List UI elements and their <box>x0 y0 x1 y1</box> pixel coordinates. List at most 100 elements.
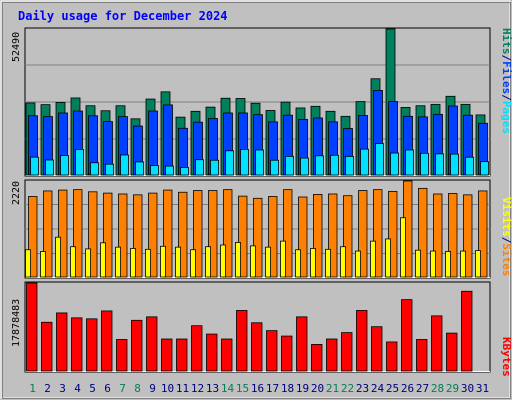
sites-bar <box>133 194 143 278</box>
sites-bar <box>463 194 473 278</box>
day-label: 5 <box>89 382 96 395</box>
sites-bar <box>388 190 398 278</box>
kbytes-bar <box>386 341 398 372</box>
legend-item: Sites <box>500 243 512 276</box>
pages-bar <box>300 157 309 176</box>
visits-bar <box>310 248 316 278</box>
sites-bar <box>283 189 293 278</box>
kbytes-bar <box>206 333 218 372</box>
pages-bar <box>360 148 369 176</box>
sites-bar <box>58 189 68 278</box>
pages-bar <box>405 149 414 176</box>
visits-sites-panel <box>24 179 491 279</box>
legend-item: Visits <box>500 197 512 237</box>
visits-bar <box>400 217 406 278</box>
pages-bar <box>465 156 474 176</box>
visits-bar <box>220 244 226 278</box>
sites-bar <box>118 193 128 278</box>
sites-bar <box>28 196 38 278</box>
sites-bar <box>268 196 278 278</box>
day-label: 20 <box>311 382 324 395</box>
kbytes-bar <box>221 338 233 372</box>
panel1-ymax-label: 52490 <box>11 32 22 62</box>
visits-bar <box>295 249 301 278</box>
day-label: 23 <box>356 382 369 395</box>
day-label: 29 <box>446 382 459 395</box>
kbytes-bar <box>371 326 383 372</box>
pages-bar <box>75 149 84 176</box>
pages-bar <box>150 165 159 176</box>
sites-bar <box>163 189 173 278</box>
visits-bar <box>475 250 481 278</box>
kbytes-bar <box>56 312 68 372</box>
kbytes-bar <box>266 330 278 372</box>
kbytes-bar <box>191 325 203 372</box>
visits-bar <box>100 242 106 278</box>
sites-bar <box>178 191 188 278</box>
day-label: 25 <box>386 382 399 395</box>
pages-bar <box>195 159 204 176</box>
kbytes-bar <box>356 310 368 372</box>
pages-bar <box>480 161 489 176</box>
kbytes-bar <box>341 332 353 372</box>
sites-bar <box>238 195 248 278</box>
kbytes-bar <box>131 319 143 372</box>
day-label: 13 <box>206 382 219 395</box>
visits-bar <box>415 249 421 278</box>
visits-bar <box>445 251 451 278</box>
visits-bar <box>145 248 151 278</box>
sites-bar <box>373 189 383 278</box>
sites-bar <box>148 192 158 278</box>
pages-bar <box>30 156 39 176</box>
day-label: 22 <box>341 382 354 395</box>
visits-bar <box>115 246 121 278</box>
day-label: 3 <box>59 382 66 395</box>
visits-bar <box>160 245 166 278</box>
visits-bar <box>340 246 346 278</box>
sites-bar <box>253 197 263 278</box>
day-label: 1 <box>29 382 36 395</box>
panel3-legend: KBytes <box>500 337 512 377</box>
visits-bar <box>355 250 361 278</box>
kbytes-bar <box>26 282 38 372</box>
pages-bar <box>120 154 129 176</box>
sites-bar <box>478 190 488 278</box>
day-label: 7 <box>119 382 126 395</box>
sites-bar <box>193 190 203 278</box>
pages-bar <box>435 153 444 176</box>
visits-bar <box>385 238 391 278</box>
day-label: 17 <box>266 382 279 395</box>
pages-bar <box>345 155 354 176</box>
sites-bar <box>313 194 323 278</box>
kbytes-bar <box>236 310 248 372</box>
legend-item: / <box>500 237 512 244</box>
legend-item: Files <box>500 61 512 94</box>
legend-item: KBytes <box>500 337 512 377</box>
visits-bar <box>460 250 466 278</box>
pages-bar <box>420 152 429 176</box>
visits-bar <box>370 240 376 278</box>
pages-bar <box>135 161 144 176</box>
visits-bar <box>130 248 136 278</box>
panel2-ymax-label: 2220 <box>11 181 22 205</box>
visits-bar <box>325 248 331 278</box>
legend-item: / <box>500 55 512 62</box>
pages-bar <box>330 154 339 176</box>
day-label: 18 <box>281 382 294 395</box>
visits-bar <box>280 240 286 278</box>
visits-bar <box>70 246 76 278</box>
kbytes-bar <box>326 338 338 372</box>
pages-bar <box>165 165 174 176</box>
pages-bar <box>210 159 219 176</box>
sites-bar <box>43 190 53 278</box>
visits-bar <box>175 246 181 278</box>
day-label: 9 <box>149 382 156 395</box>
legend-item: Pages <box>500 101 512 134</box>
pages-bar <box>105 163 114 176</box>
kbytes-bar <box>281 335 293 372</box>
sites-bar <box>418 187 428 278</box>
pages-bar <box>90 162 99 176</box>
panel3-ymax-label: 17878483 <box>11 299 22 347</box>
panel1-legend: Hits/Files/Pages <box>500 28 512 134</box>
